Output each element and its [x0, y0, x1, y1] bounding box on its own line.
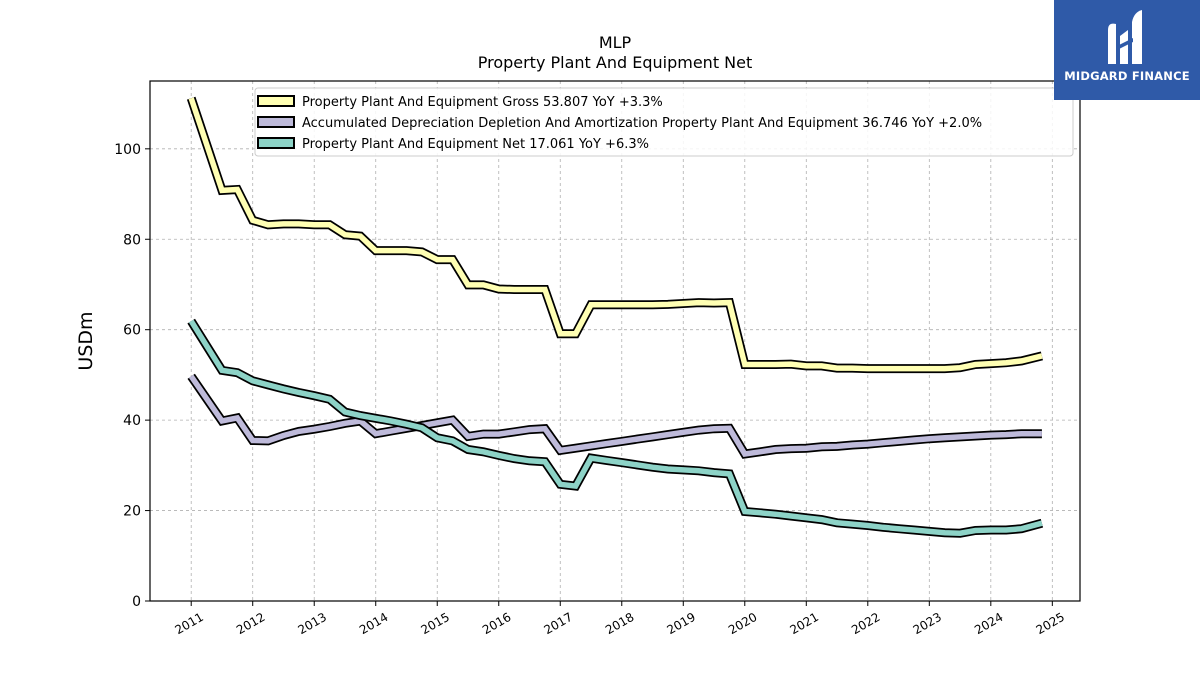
x-tick-label: 2022 — [849, 610, 882, 637]
y-axis-label: USDm — [75, 311, 97, 370]
series-lines — [186, 96, 1044, 538]
plot-frame — [149, 80, 1081, 602]
legend-label-3: Property Plant And Equipment Net 17.061 … — [302, 137, 649, 152]
grid-lines — [150, 81, 1080, 602]
x-tick-label: 2025 — [1034, 610, 1067, 637]
y-tick-label: 80 — [123, 232, 141, 248]
x-tick-label: 2011 — [172, 610, 205, 637]
series-line-2 — [188, 374, 1042, 457]
midgard-logo-icon — [1108, 10, 1142, 65]
y-tick-label: 40 — [123, 413, 141, 429]
legend-box — [254, 87, 1074, 157]
x-tick-label: 2012 — [234, 610, 267, 637]
legend-swatch-3 — [257, 137, 295, 149]
legend-swatch-2 — [257, 116, 295, 128]
x-tick-label: 2016 — [480, 610, 513, 637]
series-line-1 — [188, 97, 1043, 372]
legend: Property Plant And Equipment Gross 53.80… — [254, 87, 1074, 157]
chart-title: MLP — [599, 33, 632, 52]
x-tick-label: 2023 — [911, 610, 944, 637]
series-line-3 — [188, 319, 1043, 536]
brand-name: MIDGARD FINANCE — [1064, 69, 1190, 83]
x-tick-label: 2014 — [357, 610, 390, 637]
axis-ticks: 0 20 40 60 80 100 2011 2012 2013 2014 2015 2016 2017… — [114, 142, 1067, 637]
legend-swatch-1 — [257, 95, 295, 107]
legend-label-2: Accumulated Depreciation Depletion And A… — [302, 116, 982, 131]
x-tick-label: 2013 — [295, 610, 328, 637]
x-tick-label: 2015 — [419, 610, 452, 637]
chart-subtitle: Property Plant And Equipment Net — [478, 53, 753, 72]
y-tick-label: 20 — [123, 504, 141, 520]
y-tick-label: 100 — [114, 142, 141, 158]
y-tick-label: 0 — [132, 594, 141, 610]
y-tick-label: 60 — [123, 323, 141, 339]
x-tick-label: 2021 — [788, 610, 821, 637]
legend-label-1: Property Plant And Equipment Gross 53.80… — [302, 95, 663, 110]
brand-logo: MIDGARD FINANCE — [1054, 0, 1200, 100]
x-tick-label: 2017 — [542, 610, 575, 637]
x-tick-label: 2019 — [665, 610, 698, 637]
x-tick-label: 2024 — [972, 610, 1005, 637]
x-tick-label: 2020 — [726, 610, 759, 637]
x-tick-label: 2018 — [603, 610, 636, 637]
